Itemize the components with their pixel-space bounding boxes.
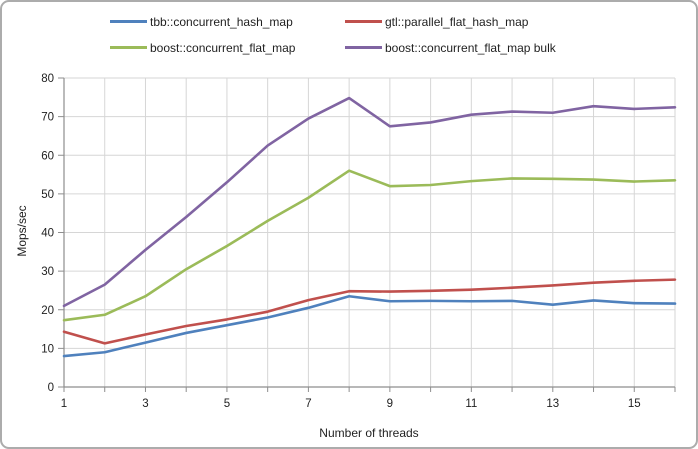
y-axis-title: Mops/sec: [15, 205, 29, 257]
legend-label: boost::concurrent_flat_map: [150, 40, 296, 55]
x-tick-label: 1: [61, 398, 67, 410]
y-tick-label: 40: [41, 228, 54, 240]
legend-item-boost: boost::concurrent_flat_map: [110, 37, 345, 58]
x-tick-label: 15: [628, 398, 641, 410]
legend-swatch-line: [110, 20, 147, 23]
legend-swatch-line: [345, 20, 382, 23]
x-tick-label: 9: [387, 398, 393, 410]
legend-item-tbb: tbb::concurrent_hash_map: [110, 11, 345, 32]
legend-label: gtl::parallel_flat_hash_map: [385, 14, 529, 29]
y-tick-label: 30: [41, 266, 54, 278]
series-line: [62, 294, 677, 358]
x-tick-label: 7: [305, 398, 311, 410]
legend-item-gtl: gtl::parallel_flat_hash_map: [345, 11, 556, 32]
x-tick-label: 13: [546, 398, 559, 410]
x-tick-label: 3: [142, 398, 148, 410]
x-tick-label: 11: [465, 398, 477, 410]
legend-label: tbb::concurrent_hash_map: [150, 14, 293, 29]
series-line: [62, 96, 677, 308]
y-tick-label: 20: [41, 305, 54, 317]
legend-swatch-line: [110, 46, 147, 49]
y-tick-label: 50: [41, 189, 54, 201]
series-line: [62, 169, 677, 322]
y-tick-label: 80: [41, 73, 54, 85]
series-line: [62, 278, 677, 345]
y-tick-label: 0: [48, 382, 54, 394]
y-tick-label: 70: [41, 112, 54, 124]
y-tick-label: 60: [41, 150, 54, 162]
legend: tbb::concurrent_hash_map gtl::parallel_f…: [110, 11, 556, 58]
x-axis-title: Number of threads: [319, 426, 419, 440]
x-tick-label: 5: [224, 398, 230, 410]
legend-item-boost-bulk: boost::concurrent_flat_map bulk: [345, 37, 556, 58]
legend-swatch-line: [345, 46, 382, 49]
legend-label: boost::concurrent_flat_map bulk: [385, 40, 556, 55]
y-tick-label: 10: [41, 343, 54, 355]
